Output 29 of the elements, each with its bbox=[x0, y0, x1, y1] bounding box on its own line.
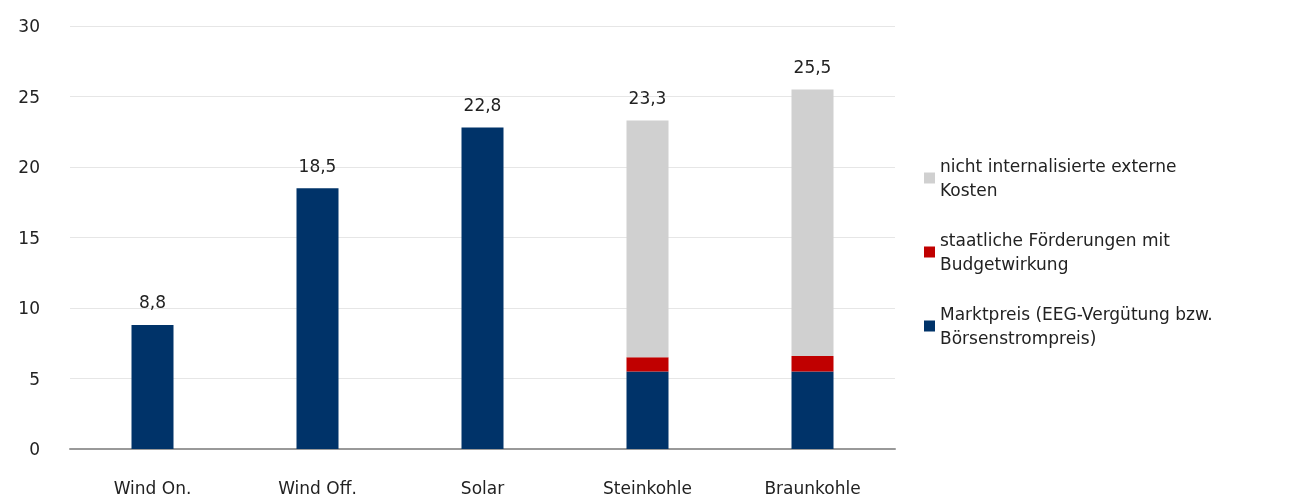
bar bbox=[131, 324, 174, 449]
bar bbox=[296, 188, 339, 449]
x-tick-label: Steinkohle bbox=[602, 477, 693, 498]
total-label: 8,8 bbox=[138, 292, 167, 313]
y-tick-label: 10 bbox=[18, 298, 40, 318]
total-label: 25,5 bbox=[793, 56, 832, 77]
y-tick-label: 5 bbox=[29, 368, 40, 389]
y-tick-label: 30 bbox=[18, 16, 40, 36]
bar bbox=[626, 357, 669, 372]
bar bbox=[626, 371, 669, 449]
total-label: 22,8 bbox=[463, 95, 502, 116]
bar bbox=[791, 89, 834, 356]
x-tick-label: Braunkohle bbox=[764, 477, 861, 498]
x-tick-label: Wind On. bbox=[113, 477, 192, 498]
bar bbox=[791, 355, 834, 372]
y-tick-label: 15 bbox=[18, 227, 40, 248]
y-tick-label: 20 bbox=[18, 157, 40, 177]
legend-label: Marktpreis (EEG-Vergütung bzw. Börsenstrompreis) bbox=[940, 304, 1219, 348]
bar bbox=[791, 371, 834, 449]
legend-label: nicht internalisierte externe Kosten bbox=[940, 156, 1182, 200]
total-label: 18,5 bbox=[298, 155, 337, 176]
x-tick-label: Wind Off. bbox=[278, 477, 357, 498]
legend-label: staatliche Förderungen mit Budgetwirkung bbox=[940, 230, 1176, 274]
bar bbox=[461, 127, 504, 449]
x-tick-label: Solar bbox=[460, 477, 505, 498]
y-tick-label: 25 bbox=[18, 86, 40, 107]
bar bbox=[626, 120, 669, 358]
y-tick-label: 0 bbox=[29, 439, 40, 459]
total-label: 23,3 bbox=[628, 87, 667, 108]
